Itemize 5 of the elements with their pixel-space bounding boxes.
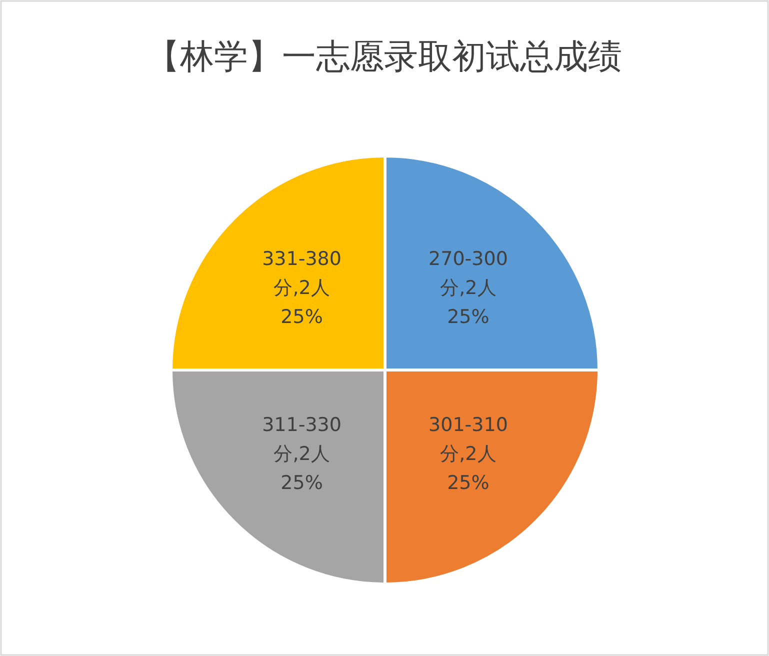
chart-title: 【林学】一志愿录取初试总成绩	[146, 37, 622, 77]
slice-label: 311-330分,2人 25%	[262, 414, 342, 494]
slice-label: 301-310分,2人 25%	[428, 414, 508, 494]
slice-label: 270-300分,2人 25%	[428, 248, 508, 328]
slice-label: 331-380分,2人 25%	[262, 248, 342, 328]
